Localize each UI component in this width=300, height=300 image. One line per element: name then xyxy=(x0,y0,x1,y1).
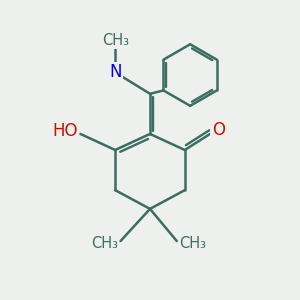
Text: N: N xyxy=(109,63,122,81)
Text: HO: HO xyxy=(52,122,78,140)
Text: O: O xyxy=(212,121,225,139)
Text: CH₃: CH₃ xyxy=(179,236,206,251)
Text: CH₃: CH₃ xyxy=(102,33,129,48)
Text: CH₃: CH₃ xyxy=(91,236,118,251)
